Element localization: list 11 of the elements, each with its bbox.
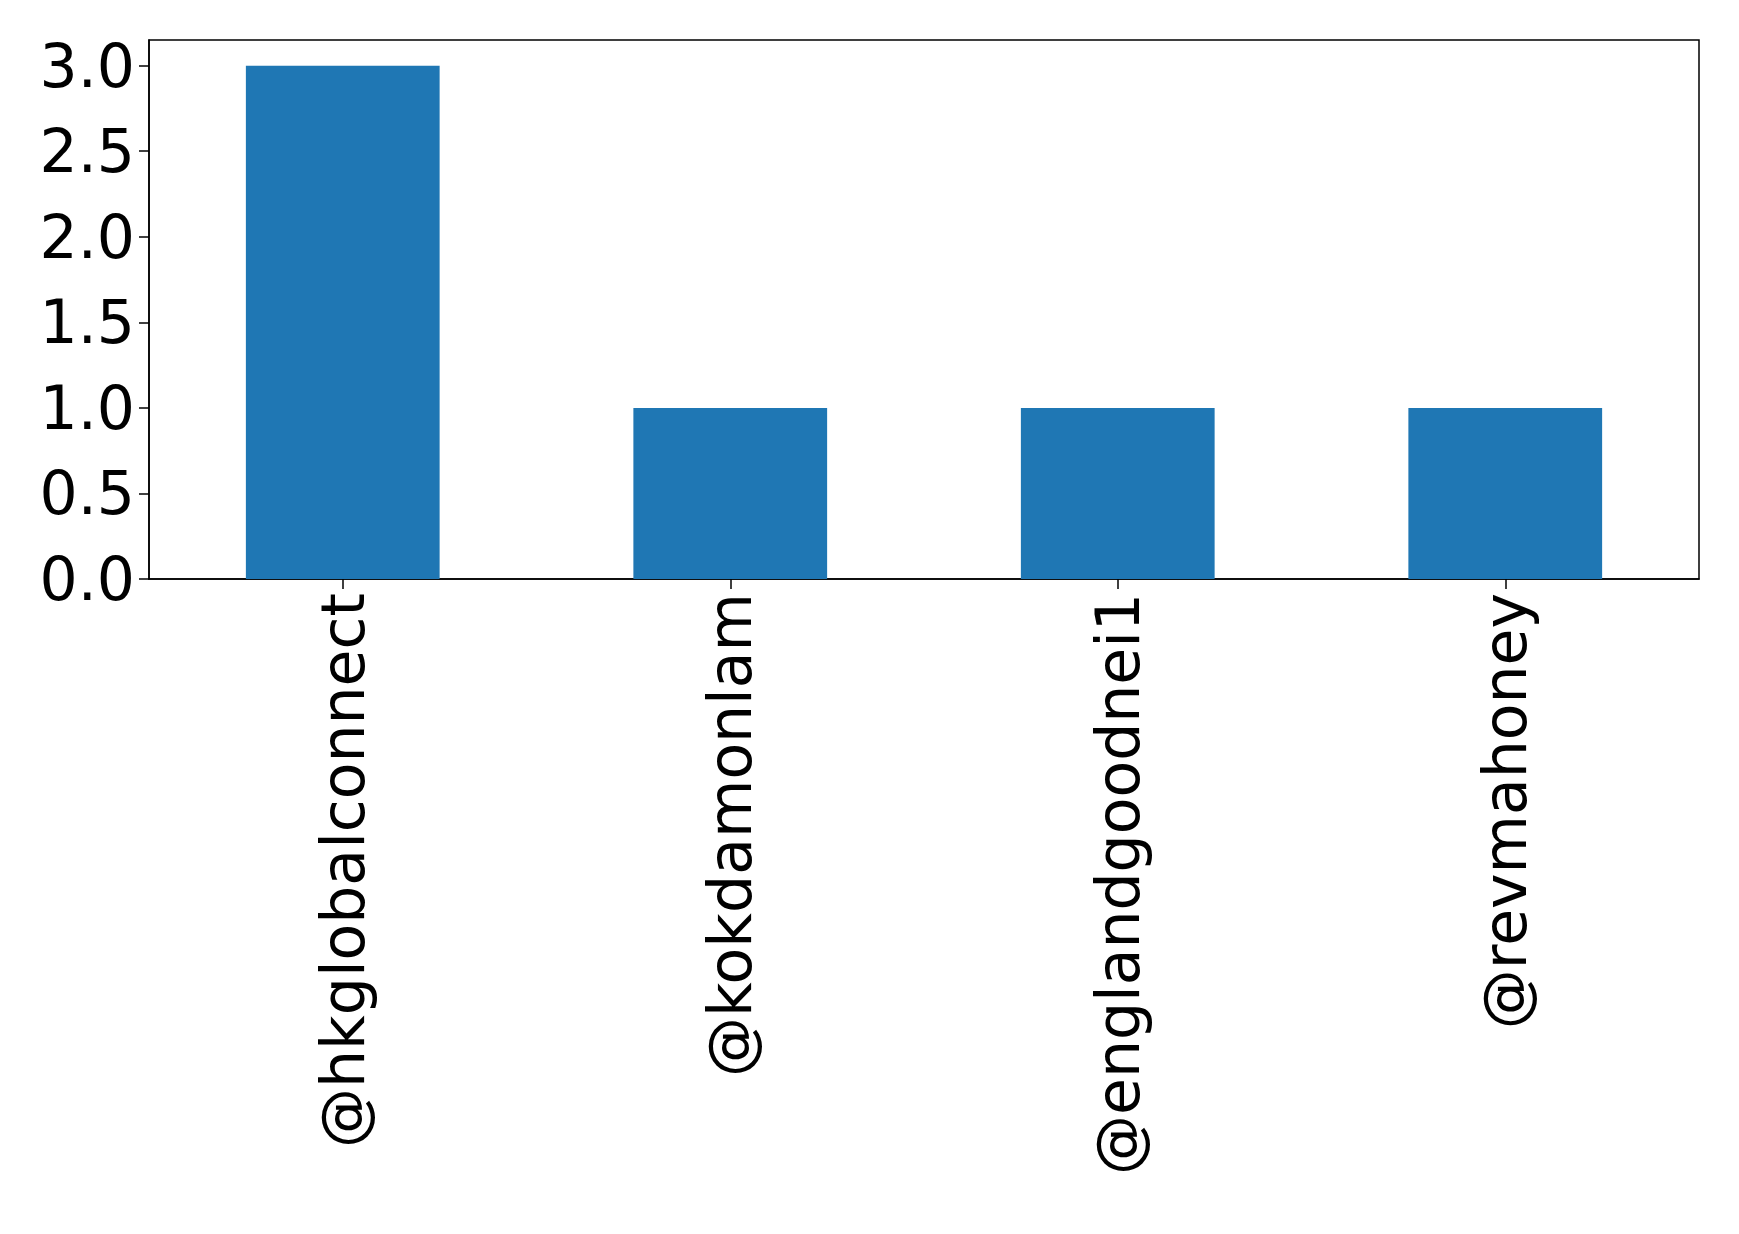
x-tick-label: @revmahoney: [1470, 593, 1541, 1030]
y-tick-label: 2.5: [39, 116, 135, 187]
y-tick-label: 0.0: [39, 544, 135, 614]
y-tick-label: 3.0: [39, 30, 135, 101]
x-tick-label: @kokdamonlam: [695, 593, 766, 1077]
x-tick-label: @hkglobalconnect: [307, 593, 378, 1148]
y-tick-label: 1.5: [39, 287, 135, 358]
y-tick-label: 0.5: [39, 458, 135, 529]
x-tick-label: @englandgoodnei1: [1082, 593, 1153, 1175]
y-tick-label: 2.0: [39, 201, 135, 272]
y-tick-label: 1.0: [39, 372, 135, 443]
